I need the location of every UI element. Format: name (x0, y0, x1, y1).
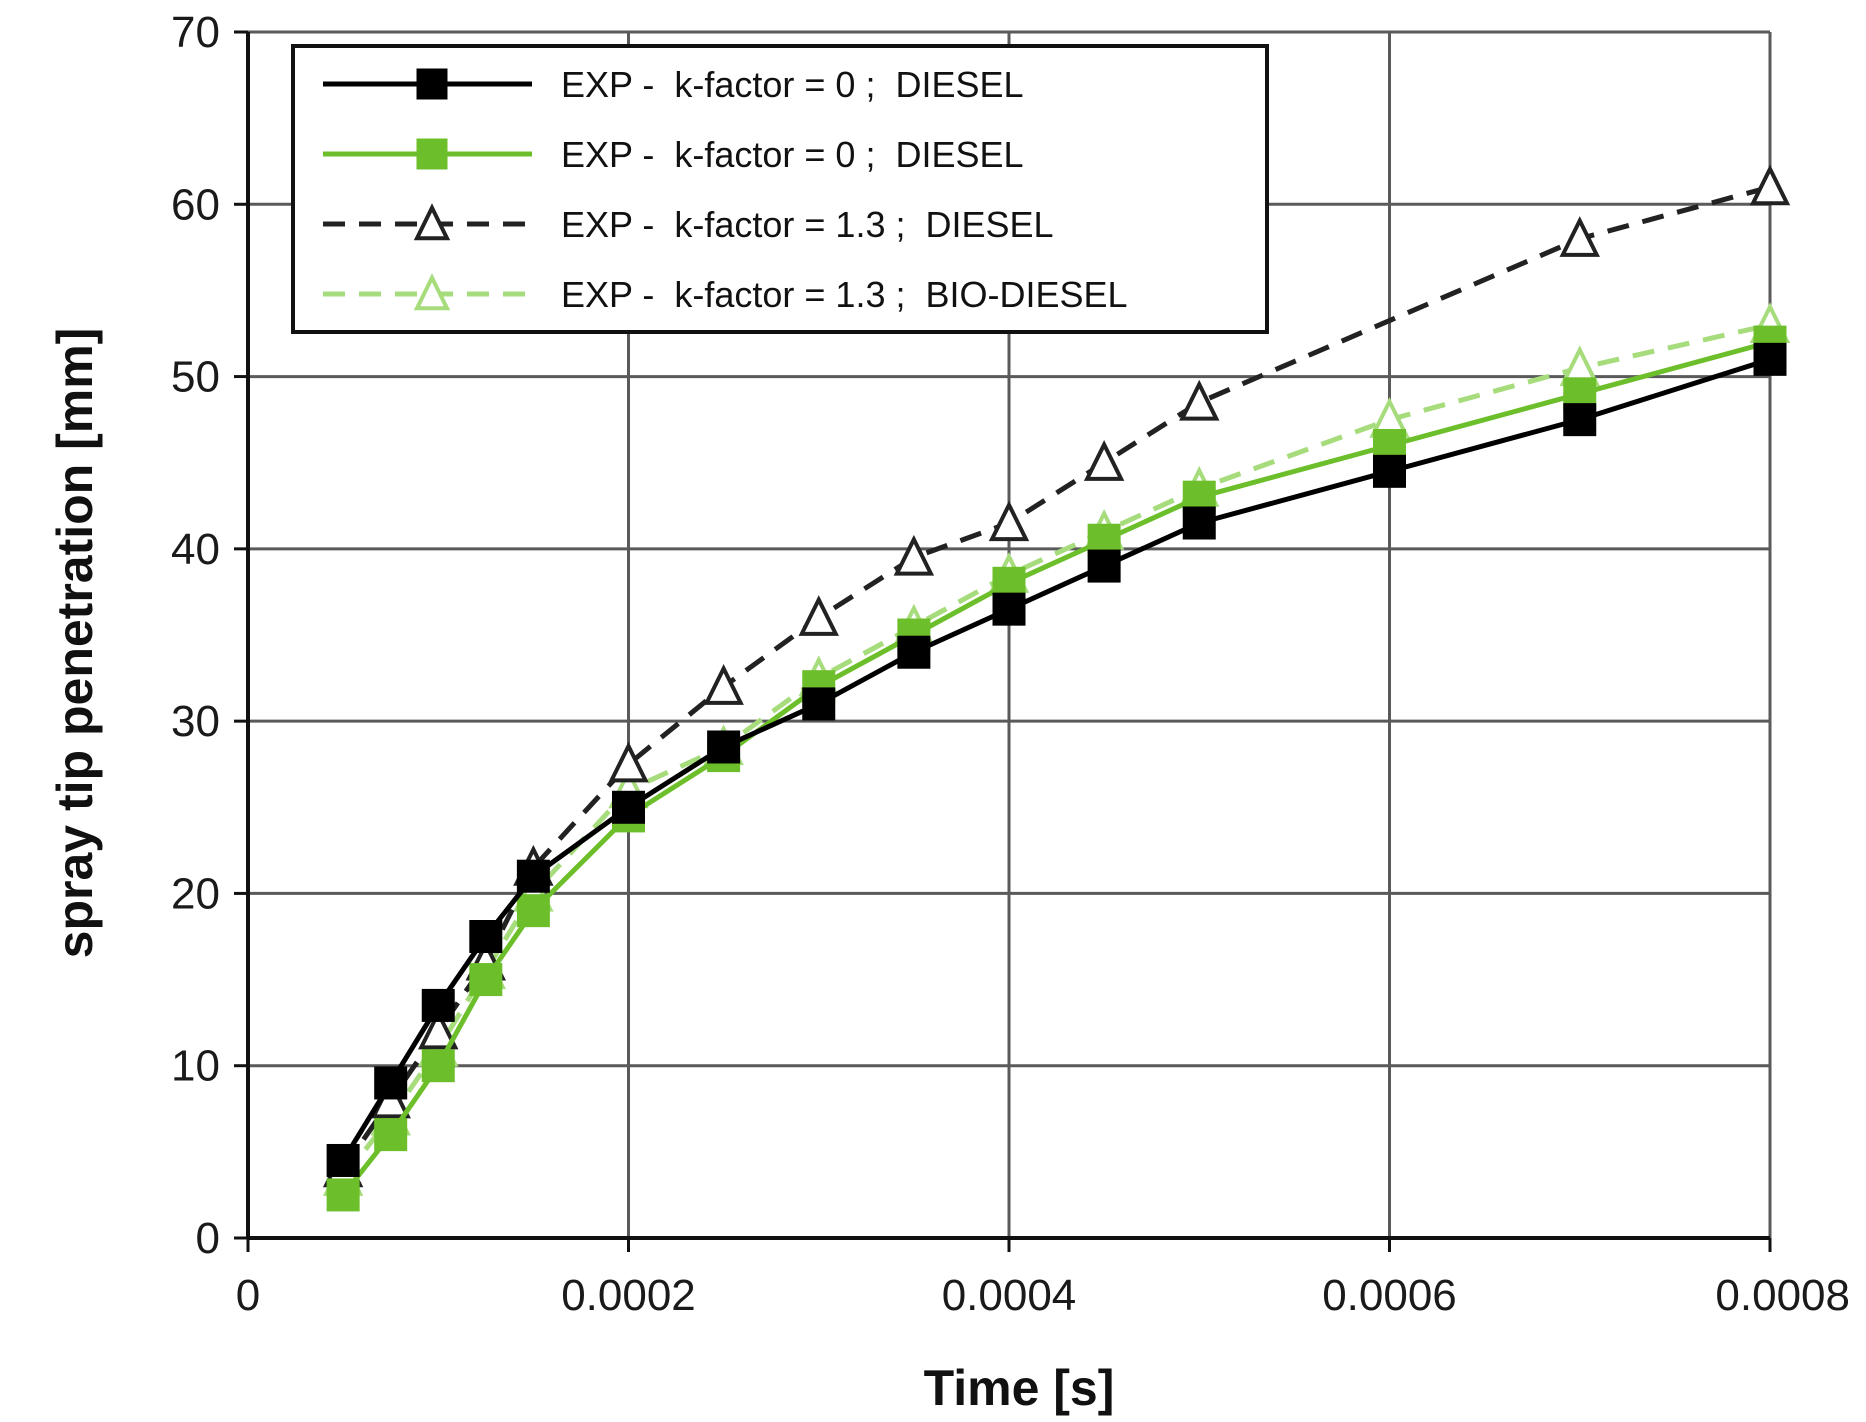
data-point (1083, 440, 1125, 481)
legend-item: EXP - k-factor = 1.3 ; DIESEL (323, 203, 1054, 245)
data-point (1179, 379, 1220, 421)
legend-marker (413, 273, 451, 311)
y-tick-label: 50 (171, 353, 220, 402)
legend-item: EXP - k-factor = 1.3 ; BIO-DIESEL (323, 273, 1128, 315)
y-axis-title: spray tip penetration [mm] (47, 328, 103, 959)
legend: EXP - k-factor = 0 ; DIESEL EXP - k-facto… (291, 44, 1269, 334)
data-point (374, 1118, 408, 1152)
data-point (374, 1066, 408, 1100)
legend-marker (413, 203, 451, 241)
data-point (1753, 342, 1787, 376)
data-point (326, 1178, 360, 1212)
data-point (418, 1008, 459, 1050)
data-point (469, 963, 503, 997)
y-tick-label: 70 (171, 8, 220, 57)
x-tick-label: 0.0006 (1322, 1271, 1457, 1320)
x-tick-label: 0.0002 (561, 1271, 696, 1320)
x-tick-label: 0 (236, 1271, 260, 1320)
legend-box (291, 44, 1269, 334)
x-tick-label: 0.0008 (1715, 1271, 1850, 1320)
data-series (322, 164, 1791, 1212)
legend-label: EXP - k-factor = 0 ; DIESEL (561, 134, 1024, 175)
legend-label: EXP - k-factor = 0 ; DIESEL (561, 64, 1024, 105)
x-tick-label: 0.0004 (942, 1271, 1077, 1320)
legend-label: EXP - k-factor = 1.3 ; BIO-DIESEL (561, 274, 1128, 315)
data-point (1087, 549, 1121, 583)
legend-marker (416, 138, 448, 170)
series-1 (326, 342, 1787, 1177)
data-point (1373, 454, 1406, 488)
axes (234, 30, 1772, 1252)
data-point (1749, 164, 1791, 206)
data-point (988, 500, 1030, 542)
data-point (897, 635, 931, 669)
data-point (798, 595, 839, 636)
y-tick-label: 40 (171, 525, 220, 574)
data-point (421, 1049, 455, 1083)
data-point (516, 859, 550, 893)
data-point (1563, 403, 1597, 437)
data-point (608, 741, 649, 783)
y-tick-label: 30 (171, 697, 220, 746)
legend-marker (416, 68, 448, 100)
data-point (469, 920, 503, 953)
x-axis-title: Time [s] (924, 1360, 1115, 1416)
y-tick-label: 10 (171, 1042, 220, 1091)
data-point (802, 687, 836, 721)
data-point (516, 894, 550, 928)
series-2 (326, 325, 1787, 1212)
data-point (992, 592, 1026, 626)
data-point (893, 534, 935, 576)
data-point (707, 730, 741, 764)
y-tick-label: 20 (171, 869, 220, 918)
data-point (421, 988, 455, 1022)
data-point (1559, 216, 1600, 257)
data-point (326, 1143, 360, 1177)
data-point (612, 790, 645, 824)
legend-item: EXP - k-factor = 0 ; DIESEL (323, 134, 1024, 175)
y-tick-label: 60 (171, 180, 220, 229)
legend-label: EXP - k-factor = 1.3 ; DIESEL (561, 204, 1054, 245)
data-point (1182, 506, 1216, 540)
y-tick-label: 0 (196, 1214, 220, 1263)
data-point (703, 664, 744, 705)
legend-item: EXP - k-factor = 0 ; DIESEL (323, 64, 1024, 105)
tick-labels: 0 10 20 30 40 50 60 70 0 0.0002 0.0004 0.0006 0.0008 (171, 8, 1850, 1320)
